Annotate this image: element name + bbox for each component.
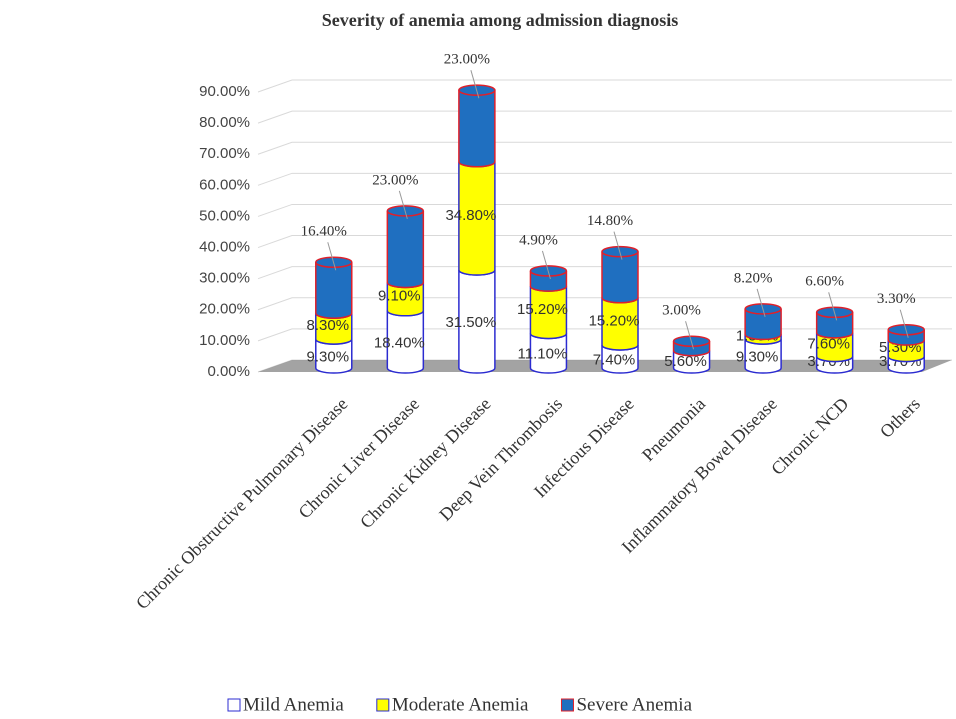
data-label: 9.30% [736,349,779,366]
x-tick-label: Chronic NCD [767,394,852,479]
data-label: 15.20% [589,312,640,329]
grid-line [257,172,952,186]
grid-line [257,235,952,249]
bar-segment [601,251,639,304]
data-label: 23.00% [372,172,418,188]
legend-label: Mild Anemia [243,694,344,715]
data-label: 18.40% [374,334,425,351]
data-label: 6.60% [805,274,844,290]
leader-line [613,231,623,260]
x-tick-label: Chronic Kidney Disease [356,394,495,533]
leader-line [685,321,695,350]
grid-line [257,141,952,155]
leader-line [828,292,838,321]
data-label: 3.00% [662,303,701,319]
y-tick-label: 10.00% [199,332,250,349]
data-label: 5.60% [664,353,707,370]
data-label: 8.20% [734,270,773,286]
data-label: 8.30% [307,317,350,334]
y-tick-label: 30.00% [199,270,250,287]
x-tick-label: Pneumonia [638,394,709,465]
y-tick-label: 20.00% [199,301,250,318]
bar-segment [386,210,425,289]
data-label: 16.40% [301,224,347,240]
data-label: 11.10% [518,346,568,363]
grid-line [257,266,952,280]
data-label: 3.30% [877,291,916,307]
y-tick-label: 90.00% [199,83,250,100]
legend-swatch [376,698,390,712]
data-label: 34.80% [445,207,496,224]
x-tick-label: Others [876,394,924,442]
data-label: 9.30% [307,349,350,366]
leader-line [541,250,551,280]
grid-line [257,328,952,342]
grid-line [257,297,952,311]
leader-line [756,288,766,318]
grid-line [257,79,952,93]
legend-label: Severe Anemia [576,694,692,715]
y-tick-label: 70.00% [199,145,250,162]
data-label: 7.60% [807,336,850,353]
data-label: 14.80% [587,213,633,229]
data-label: 31.50% [445,314,496,331]
x-tick-label: Chronic Liver Disease [294,394,423,523]
chart-title: Severity of anemia among admission diagn… [322,10,679,30]
legend-label: Moderate Anemia [392,694,529,715]
y-tick-label: 0.00% [207,363,250,380]
y-tick-label: 80.00% [199,114,250,131]
data-label: 7.40% [593,351,636,368]
grid-line [257,203,952,217]
data-label: 15.20% [517,301,568,318]
leader-line [327,242,337,271]
y-tick-label: 50.00% [199,207,250,224]
data-label: 4.90% [519,232,558,248]
data-label: 23.00% [444,52,490,68]
y-tick-label: 60.00% [199,176,250,193]
y-tick-label: 40.00% [199,239,250,256]
x-tick-label: Inflammatory Bowel Disease [618,394,781,557]
x-tick-label: Deep Vein Thrombosis [435,394,566,525]
bar-segment [458,89,496,168]
leader-line [398,190,408,220]
legend-swatch [560,698,574,712]
grid-line [257,110,952,124]
leader-line [470,70,480,99]
legend-swatch [227,698,241,712]
bar-segment [315,261,353,319]
data-label: 9.10% [378,288,421,305]
leader-line [899,309,909,338]
